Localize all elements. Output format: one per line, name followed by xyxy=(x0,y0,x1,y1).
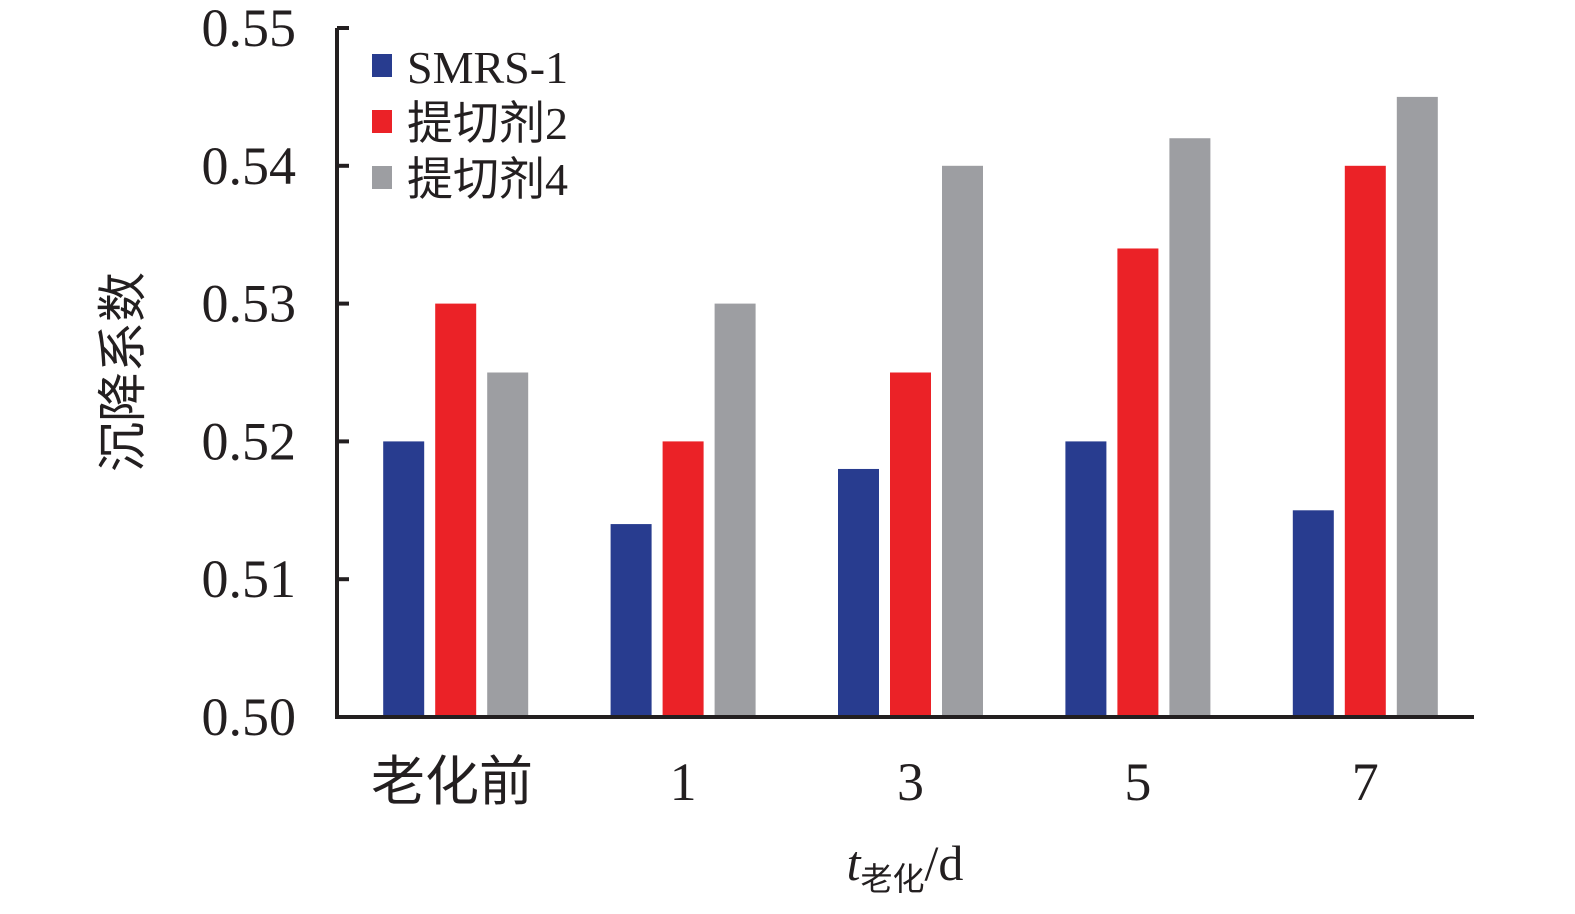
legend-swatch xyxy=(372,166,392,189)
bar xyxy=(942,165,983,718)
y-tick-label: 0.53 xyxy=(202,274,297,334)
x-axis-subscript: 老化 xyxy=(860,861,924,897)
legend-label: 提切剂2 xyxy=(407,98,568,149)
plot-bars xyxy=(383,96,1438,718)
bar xyxy=(435,303,477,717)
legend-label: 提切剂4 xyxy=(407,154,568,205)
bar xyxy=(838,468,879,717)
bar xyxy=(1292,510,1334,717)
bar xyxy=(1117,248,1159,718)
y-axis-title: 沉降系数 xyxy=(95,272,151,472)
x-axis-variable: t xyxy=(847,835,862,891)
x-tick-label: 老化前 xyxy=(371,752,533,812)
x-category-labels: 老化前 1 3 5 7 xyxy=(371,752,1379,812)
bar xyxy=(662,441,704,717)
bar xyxy=(1065,441,1107,717)
y-tick-label: 0.51 xyxy=(202,549,297,609)
y-ticks: 0.50 0.51 0.52 0.53 0.54 0.55 xyxy=(202,0,349,747)
y-tick-label: 0.50 xyxy=(202,687,297,747)
bar xyxy=(1396,96,1438,717)
bar xyxy=(383,441,425,717)
x-axis-title: t老化/d xyxy=(847,835,964,897)
legend-swatch xyxy=(372,110,392,133)
bar xyxy=(1344,165,1386,718)
x-tick-label: 7 xyxy=(1352,752,1379,812)
bar xyxy=(890,372,931,717)
legend-label: SMRS-1 xyxy=(407,42,568,93)
y-tick-label: 0.55 xyxy=(202,0,297,58)
bar xyxy=(714,303,756,717)
legend-swatch xyxy=(372,54,392,77)
bar xyxy=(1169,138,1211,718)
bar xyxy=(610,524,652,717)
y-tick-label: 0.52 xyxy=(202,411,297,471)
bar xyxy=(487,372,529,717)
y-tick-label: 0.54 xyxy=(202,136,297,196)
x-tick-label: 3 xyxy=(897,752,924,812)
x-axis-unit: /d xyxy=(925,835,964,891)
axes xyxy=(335,28,1474,719)
x-tick-label: 5 xyxy=(1124,752,1151,812)
x-tick-label: 1 xyxy=(670,752,697,812)
